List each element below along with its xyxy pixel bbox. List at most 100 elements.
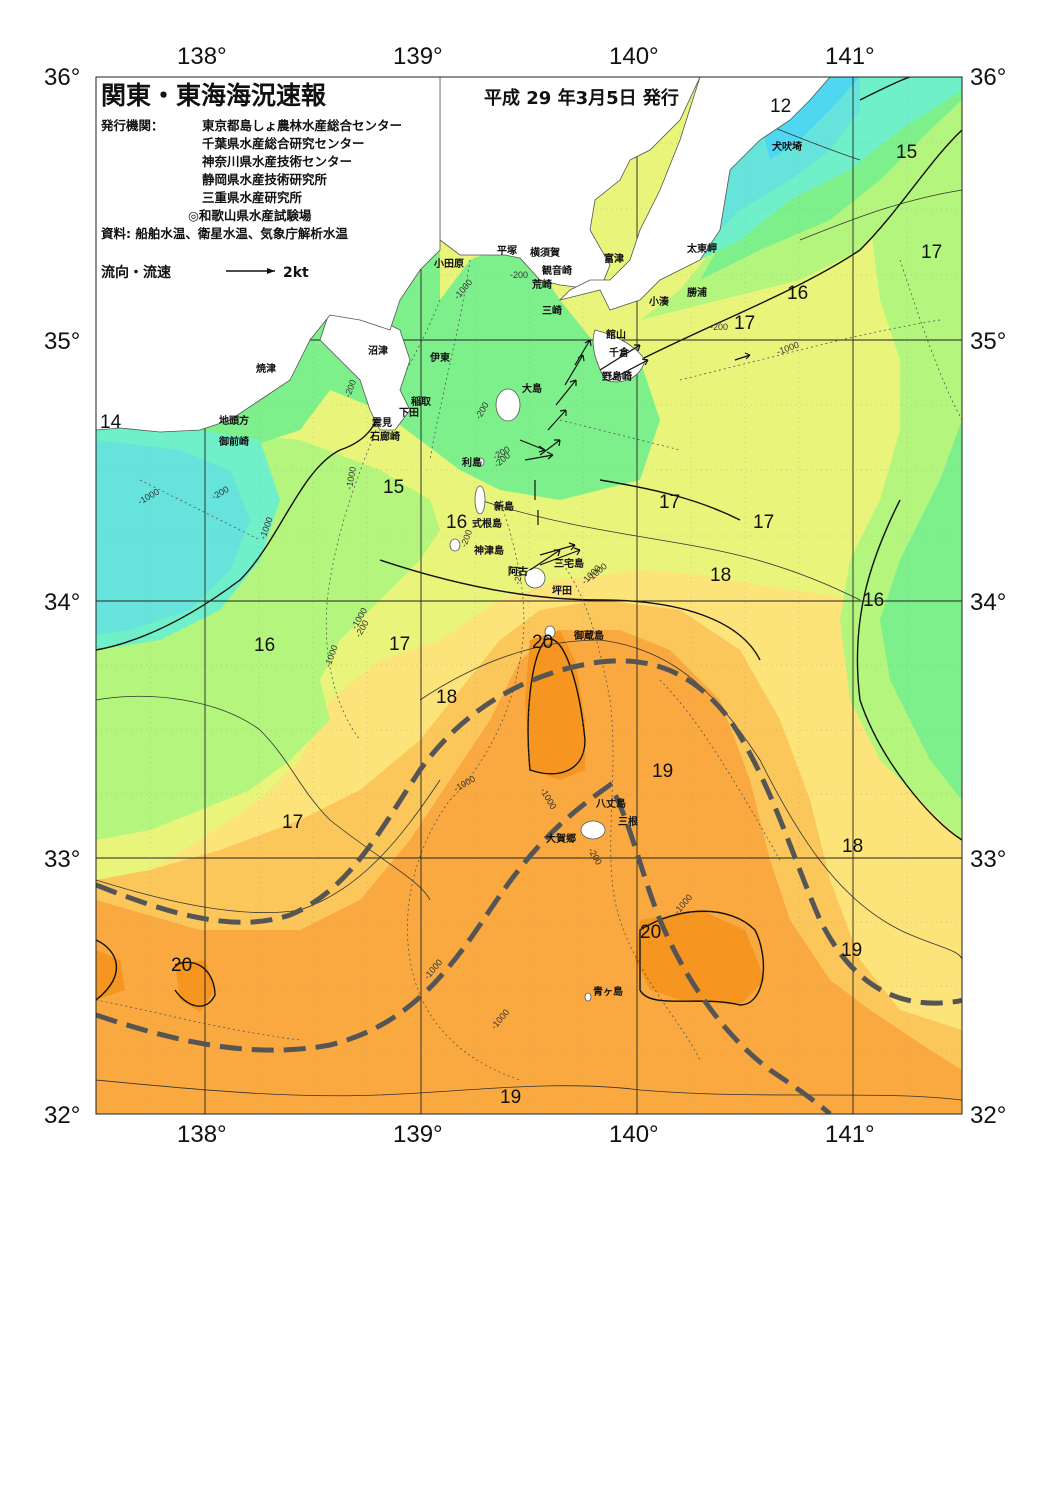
agency-item: 東京都島しょ農林水産総合センター	[202, 118, 402, 133]
place-label: 三根	[618, 815, 638, 828]
place-label: 沼津	[368, 344, 388, 357]
place-label: 大島	[522, 382, 542, 395]
place-label: 神津島	[474, 544, 504, 557]
isotherm-label-group: 12 15 17 16 17 14 15 16 17 17 18 16 16 1…	[100, 96, 942, 1108]
depth-label: -200	[710, 322, 728, 332]
lon-label-top: 138°	[177, 43, 227, 70]
lat-label-right: 34°	[970, 589, 1006, 616]
place-label: 伊東	[429, 351, 450, 364]
isotherm-label: 17	[389, 634, 410, 655]
isotherm-label: 18	[436, 687, 457, 708]
depth-label: -200	[512, 566, 525, 585]
isotherm-label: 15	[383, 477, 404, 498]
toshima-island	[477, 457, 485, 467]
place-label: 坪田	[552, 584, 572, 597]
place-label: 新島	[494, 500, 514, 513]
oshima-island	[495, 388, 521, 422]
isotherm-label: 19	[500, 1087, 521, 1108]
lon-label-top: 139°	[393, 43, 443, 70]
isotherm-lines	[96, 77, 962, 1007]
isotherm-label: 17	[734, 313, 755, 334]
lon-label-top: 140°	[609, 43, 659, 70]
place-label: 富津	[604, 252, 624, 265]
place-label: 観音崎	[542, 264, 572, 277]
isotherm-label: 15	[896, 142, 917, 163]
place-label: 野島崎	[602, 370, 632, 383]
current-legend-scale: 2kt	[283, 265, 309, 281]
place-label: 御蔵島	[573, 629, 604, 642]
lon-label-bottom: 139°	[393, 1121, 443, 1148]
depth-label: -200	[510, 270, 528, 280]
agency-item: 静岡県水産技術研究所	[202, 172, 328, 187]
current-legend-arrowhead	[267, 268, 275, 274]
sst-band-16-east-lower	[880, 420, 962, 800]
isotherm-label: 18	[710, 565, 731, 586]
place-label: 八丈島	[595, 797, 626, 810]
depth-label: -1000	[344, 466, 358, 490]
kozushima-island	[449, 538, 461, 552]
lat-label-right: 35°	[970, 328, 1006, 355]
issue-date: 平成 29 年3月5日 発行	[484, 87, 679, 109]
place-label: 雲見	[372, 417, 392, 429]
hachijo-island	[580, 820, 606, 840]
lat-label-left: 35°	[44, 328, 80, 355]
place-label: 横須賀	[530, 246, 560, 259]
place-label: 石廊崎	[369, 430, 400, 443]
isotherm-label: 16	[787, 283, 808, 304]
place-label: 勝浦	[687, 286, 707, 299]
current-vectors	[519, 339, 751, 571]
place-label: 犬吠埼	[772, 140, 802, 153]
lon-label-bottom: 141°	[825, 1121, 875, 1148]
isotherm-label: 16	[254, 635, 275, 656]
isotherm-label: 17	[921, 242, 942, 263]
lat-label-left: 36°	[44, 64, 80, 91]
lat-label-left: 33°	[44, 846, 80, 873]
place-label: 千倉	[609, 346, 630, 359]
isotherm-label: 16	[446, 512, 467, 533]
place-label: 平塚	[497, 244, 517, 257]
place-label: 太東岬	[686, 242, 717, 255]
miyake-island	[524, 567, 546, 589]
lon-label-bottom: 138°	[177, 1121, 227, 1148]
isotherm-label: 19	[652, 761, 673, 782]
agency-item: 千葉県水産総合研究センター	[202, 136, 365, 151]
place-label: 小湊	[648, 295, 670, 308]
place-label: 地頭方	[219, 414, 249, 427]
map-title: 関東・東海海況速報	[101, 81, 327, 110]
place-label: 三崎	[542, 304, 562, 317]
isotherm-label: 17	[753, 512, 774, 533]
isotherm-label: 17	[282, 812, 303, 833]
place-label: 三宅島	[554, 557, 584, 570]
map-area: 12 15 17 16 17 14 15 16 17 17 18 16 16 1…	[96, 77, 962, 1114]
place-name-group: 小田原 平塚 横須賀 観音崎 富津 荒崎 三崎 太東岬 勝浦 小湊 館山 千倉 …	[218, 140, 802, 998]
niijima-island	[474, 485, 486, 515]
place-label: 館山	[605, 328, 626, 341]
place-label: 阿古	[508, 565, 528, 578]
place-label: 利島	[462, 456, 482, 469]
isotherm-label: 12	[770, 96, 791, 117]
isotherm-label: 18	[842, 836, 863, 857]
isotherm-label: 20	[640, 922, 661, 943]
isotherm-label: 20	[171, 955, 192, 976]
lon-label-top: 141°	[825, 43, 875, 70]
agency-item: 神奈川県水産技術センター	[202, 154, 352, 169]
isotherm-label: 19	[841, 940, 862, 961]
place-label: 荒崎	[531, 278, 552, 291]
isotherm-label: 17	[659, 492, 680, 513]
lat-label-right: 32°	[970, 1102, 1006, 1129]
lat-label-left: 32°	[44, 1102, 80, 1129]
land-mass	[96, 77, 831, 1002]
mikura-island	[544, 625, 556, 639]
place-label: 稲取	[411, 395, 432, 408]
place-label: 式根島	[472, 517, 502, 530]
data-sources: 資料: 船舶水温、衛星水温、気象庁解析水温	[101, 226, 348, 241]
agency-item: 三重県水産研究所	[202, 190, 303, 205]
sst-band-13-west	[96, 440, 250, 635]
axis-labels: 138° 139° 140° 141° 138° 139° 140° 141° …	[44, 43, 1006, 1148]
lat-label-left: 34°	[44, 589, 80, 616]
place-label: 焼津	[256, 362, 276, 375]
place-label: 小田原	[433, 257, 464, 270]
place-label: 御前崎	[218, 435, 249, 448]
aogashima-island	[584, 992, 592, 1002]
